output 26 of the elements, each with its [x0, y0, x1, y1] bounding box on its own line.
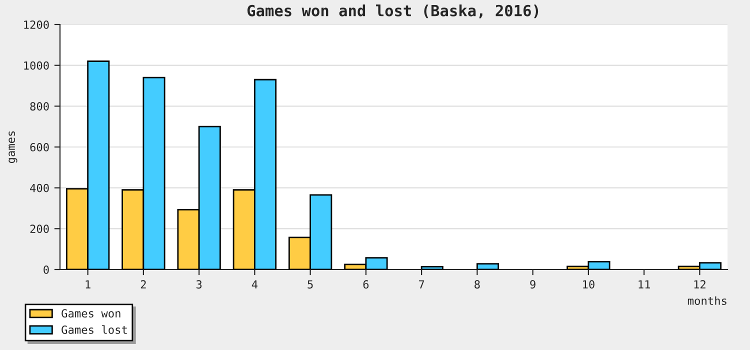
x-tick-label: 10 [583, 280, 594, 289]
legend-label: Games lost [62, 325, 127, 334]
x-tick-label: 9 [530, 280, 536, 289]
y-tick-label: 1200 [24, 20, 49, 29]
y-tick-label: 200 [30, 224, 49, 234]
y-tick-label: 0 [44, 266, 49, 274]
x-tick-label: 1 [86, 280, 90, 288]
y-tick-label: 400 [30, 184, 49, 192]
y-tick-label: 600 [30, 143, 49, 152]
bar [420, 266, 444, 270]
legend-label: Games won [62, 309, 120, 318]
x-tick-label: 6 [363, 280, 369, 289]
x-tick-label: 8 [474, 280, 480, 289]
x-tick-label: 4 [252, 280, 258, 288]
x-axis-title: months [688, 296, 726, 305]
x-tick-label: 7 [418, 280, 424, 288]
x-tick-label: 5 [308, 280, 313, 289]
y-tick-label: 1000 [24, 61, 49, 70]
x-tick-label: 12 [694, 280, 706, 288]
x-tick-label: 2 [140, 280, 146, 288]
chart-title: Games won and lost (Baska, 2016) [247, 4, 538, 18]
bar [476, 263, 500, 270]
y-tick-label: 800 [30, 102, 49, 111]
x-tick-label: 11 [638, 280, 650, 288]
y-axis-title: games [8, 131, 18, 164]
x-tick-label: 3 [196, 280, 202, 289]
